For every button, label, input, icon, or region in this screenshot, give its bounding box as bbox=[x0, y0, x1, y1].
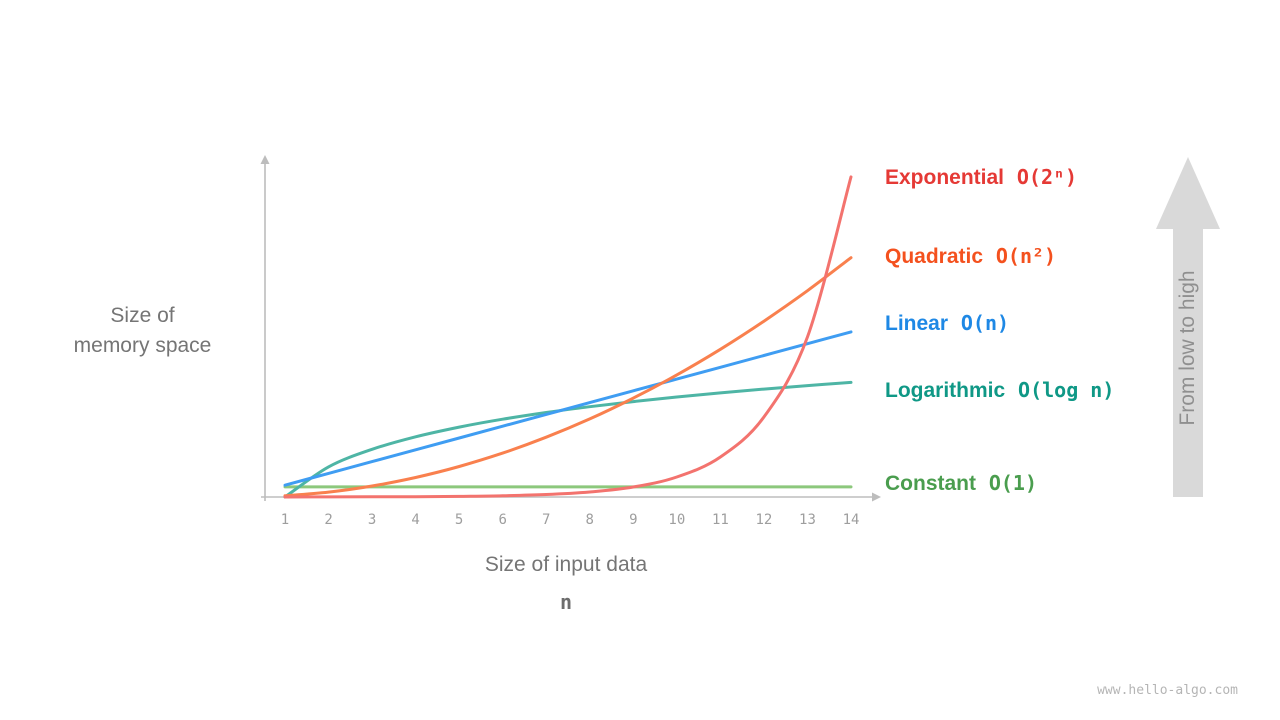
x-tick-label: 6 bbox=[498, 512, 506, 528]
curve-exponential bbox=[283, 175, 853, 499]
series-name: Constant bbox=[885, 472, 976, 495]
curve-quadratic bbox=[283, 256, 853, 498]
watermark: www.hello-algo.com bbox=[1097, 683, 1238, 698]
x-tick-label: 2 bbox=[324, 512, 332, 528]
curve-logarithmic bbox=[283, 380, 853, 499]
series-name: Linear bbox=[885, 312, 949, 335]
x-tick-label: 4 bbox=[411, 512, 419, 528]
x-tick-label: 7 bbox=[542, 512, 550, 528]
series-label-exponential: Exponential O(2ⁿ) bbox=[885, 164, 1077, 191]
series-notation: O(2ⁿ) bbox=[1016, 165, 1078, 189]
low-to-high-arrow bbox=[1156, 157, 1220, 497]
x-tick-label: 9 bbox=[629, 512, 637, 528]
x-tick-label: 8 bbox=[586, 512, 594, 528]
x-tick-label: 11 bbox=[712, 512, 729, 528]
series-label-logarithmic: Logarithmic O(log n) bbox=[885, 377, 1114, 404]
series-label-quadratic: Quadratic O(n²) bbox=[885, 243, 1056, 270]
x-tick-label: 12 bbox=[755, 512, 772, 528]
x-tick-label: 14 bbox=[843, 512, 860, 528]
series-notation: O(log n) bbox=[1018, 378, 1115, 402]
y-axis-label-line1: Size of bbox=[110, 304, 175, 327]
y-axis-label-line2: memory space bbox=[73, 334, 212, 357]
x-axis-symbol: n bbox=[559, 590, 573, 614]
x-tick-label: 5 bbox=[455, 512, 463, 528]
y-axis-label: Size of memory space bbox=[40, 301, 245, 361]
series-notation: O(1) bbox=[988, 471, 1038, 495]
series-name: Quadratic bbox=[885, 245, 984, 268]
series-notation: O(n) bbox=[960, 311, 1010, 335]
curve-linear bbox=[283, 330, 853, 487]
x-tick-label: 10 bbox=[668, 512, 685, 528]
x-tick-label: 3 bbox=[368, 512, 376, 528]
series-name: Logarithmic bbox=[885, 379, 1006, 402]
series-label-constant: Constant O(1) bbox=[885, 470, 1037, 497]
y-axis-arrowhead bbox=[260, 155, 270, 164]
x-tick-label: 13 bbox=[799, 512, 816, 528]
x-axis-arrowhead bbox=[872, 492, 881, 502]
x-axis-label: Size of input data bbox=[484, 553, 648, 576]
x-tick-label: 1 bbox=[281, 512, 289, 528]
series-label-linear: Linear O(n) bbox=[885, 310, 1009, 337]
low-to-high-label: From low to high bbox=[1176, 270, 1199, 425]
series-notation: O(n²) bbox=[995, 244, 1057, 268]
series-name: Exponential bbox=[885, 166, 1005, 189]
